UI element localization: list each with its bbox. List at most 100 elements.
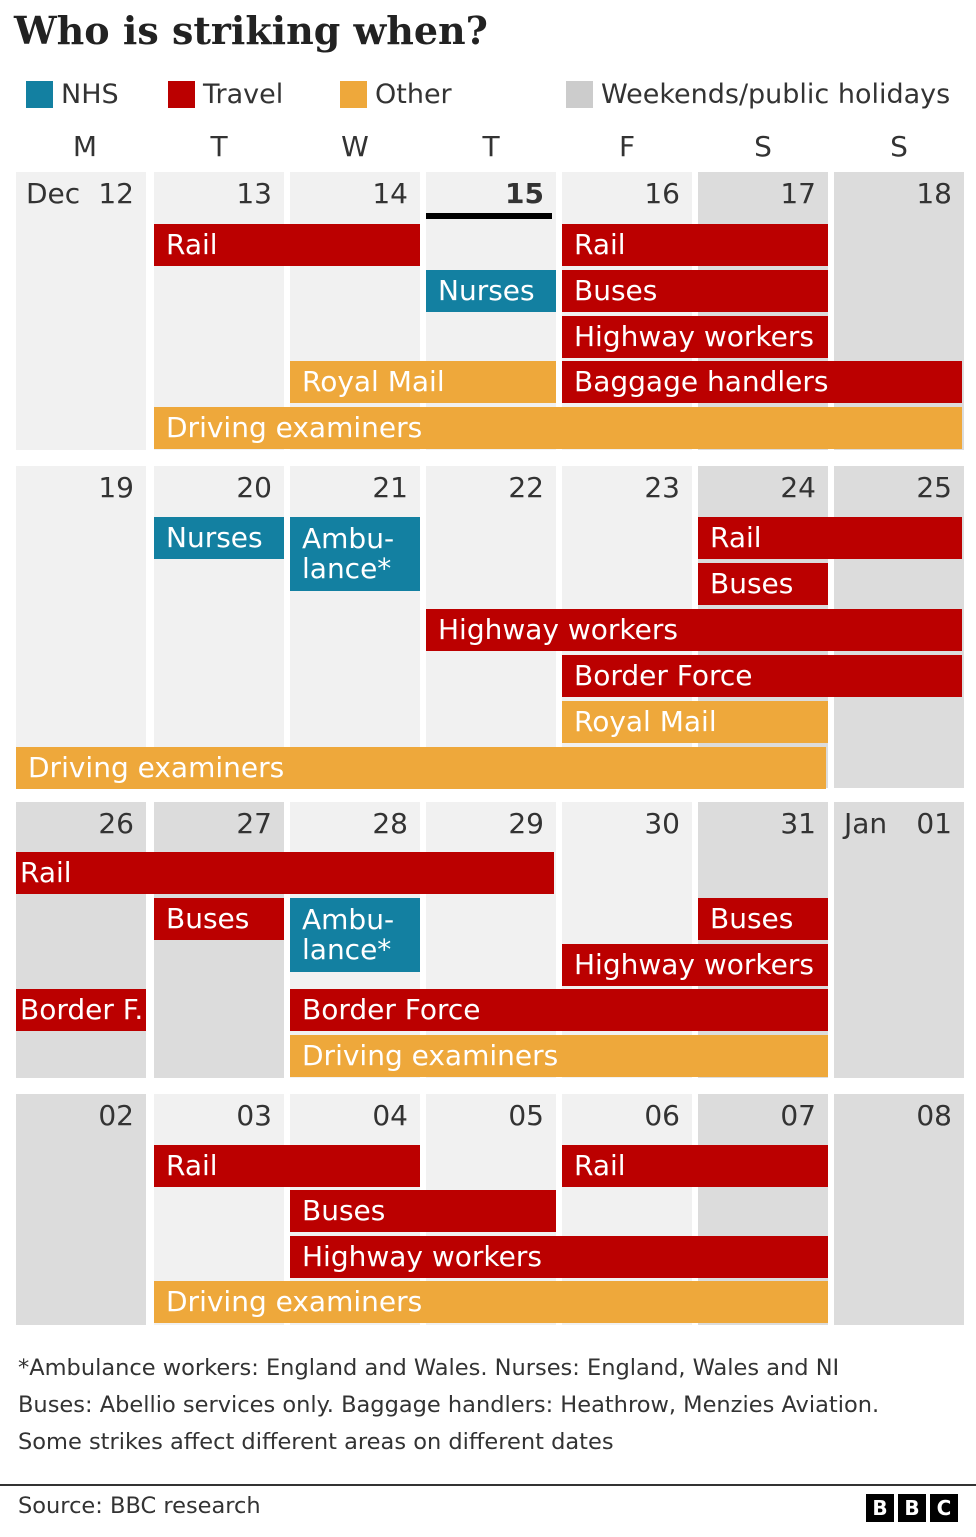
strike-bar-other: Driving examiners [154, 407, 962, 450]
weekday-label: S [754, 130, 772, 163]
date-label: 13 [236, 177, 272, 210]
strike-bar-nhs: Ambu- lance* [290, 897, 420, 972]
date-label: 02 [98, 1099, 134, 1132]
strike-bar-travel: Border F. [16, 989, 146, 1032]
bbc-logo-letter: B [866, 1494, 894, 1522]
bbc-logo-letter: C [930, 1494, 958, 1522]
date-label: 03 [236, 1099, 272, 1132]
legend-item: Other [340, 76, 452, 112]
strike-bar-travel: Highway workers [562, 943, 828, 986]
footnote-line: Some strikes affect different areas on d… [18, 1429, 614, 1455]
date-label: 14 [372, 177, 408, 210]
date-label: 30 [644, 807, 680, 840]
date-label: 21 [372, 471, 408, 504]
date-label: 16 [644, 177, 680, 210]
strike-bar-travel: Border Force [562, 655, 962, 697]
day-cell [154, 172, 284, 450]
legend-label: Other [375, 78, 452, 110]
chart-title: Who is striking when? [14, 8, 488, 53]
strike-bar-travel: Buses [562, 269, 828, 312]
footnote-line: *Ambulance workers: England and Wales. N… [18, 1355, 840, 1381]
month-label: Jan [844, 807, 888, 840]
strike-bar-travel: Rail [562, 224, 828, 266]
strike-bar-other: Driving examiners [154, 1280, 828, 1323]
day-cell [290, 466, 420, 788]
strike-bar-travel: Highway workers [562, 315, 828, 358]
strike-bar-travel: Rail [154, 1145, 420, 1187]
date-label: 31 [780, 807, 816, 840]
date-label: 26 [98, 807, 134, 840]
date-label: 22 [508, 471, 544, 504]
date-label: 18 [916, 177, 952, 210]
strike-bar-travel: Rail [154, 224, 420, 266]
legend-label: Travel [203, 78, 284, 110]
date-label: 23 [644, 471, 680, 504]
day-cell [698, 802, 828, 1078]
strike-bar-other: Royal Mail [290, 361, 556, 404]
strike-bar-other: Royal Mail [562, 701, 828, 743]
date-label: 01 [916, 807, 952, 840]
bbc-logo: B B C [866, 1494, 958, 1522]
strike-bar-travel: Rail [16, 852, 554, 894]
strike-bar-travel: Buses [698, 897, 828, 940]
day-cell [16, 172, 146, 450]
weekday-label: T [210, 130, 228, 163]
source-credit: Source: BBC research [18, 1493, 261, 1519]
date-label: 07 [780, 1099, 816, 1132]
date-label: 06 [644, 1099, 680, 1132]
strike-bar-nhs: Nurses [154, 517, 284, 559]
legend-label: NHS [61, 78, 119, 110]
day-cell [16, 466, 146, 788]
day-cell [16, 1094, 146, 1325]
divider [0, 1484, 976, 1486]
strike-bar-travel: Buses [290, 1190, 556, 1233]
strike-bar-travel: Rail [562, 1145, 828, 1187]
strike-bar-travel: Buses [154, 897, 284, 940]
legend-item: Weekends/public holidays [566, 76, 950, 112]
bbc-logo-letter: B [898, 1494, 926, 1522]
footnote-line: Buses: Abellio services only. Baggage ha… [18, 1392, 880, 1418]
day-cell [154, 466, 284, 788]
day-cell [834, 1094, 964, 1325]
day-cell [834, 802, 964, 1078]
date-label: 05 [508, 1099, 544, 1132]
strike-bar-travel: Border Force [290, 989, 828, 1032]
today-marker [426, 213, 552, 219]
legend-swatch [340, 80, 367, 108]
date-label: 08 [916, 1099, 952, 1132]
date-label: 19 [98, 471, 134, 504]
weekday-label: T [482, 130, 500, 163]
date-label: 12 [98, 177, 134, 210]
day-cell [562, 802, 692, 1078]
day-cell [16, 802, 146, 1078]
legend-swatch [566, 80, 593, 108]
month-label: Dec [26, 177, 81, 210]
weekday-label: M [72, 130, 98, 163]
day-cell [290, 172, 420, 450]
strike-bar-travel: Highway workers [426, 609, 962, 651]
date-label: 04 [372, 1099, 408, 1132]
strike-bar-travel: Rail [698, 517, 962, 559]
day-cell [154, 802, 284, 1078]
date-label: 24 [780, 471, 816, 504]
day-cell [426, 802, 556, 1078]
date-label: 29 [508, 807, 544, 840]
weekday-label: S [890, 130, 908, 163]
weekday-label: F [618, 130, 636, 163]
date-label: 17 [780, 177, 816, 210]
date-label: 27 [236, 807, 272, 840]
strike-calendar: 12 13 14 15 16 17 18 Dec Rail Rail Nurses Buses High… [16, 172, 964, 1325]
legend-item: NHS [26, 76, 119, 112]
strike-bar-other: Driving examiners [16, 747, 826, 789]
strike-bar-nhs: Nurses [426, 269, 556, 312]
legend-label: Weekends/public holidays [601, 78, 951, 110]
day-cell [834, 172, 964, 450]
date-label: 25 [916, 471, 952, 504]
strike-bar-other: Driving examiners [290, 1035, 828, 1078]
strike-bar-travel: Buses [698, 563, 828, 605]
strike-bar-nhs: Ambu- lance* [290, 517, 420, 591]
date-label: 20 [236, 471, 272, 504]
date-label-today: 15 [505, 177, 544, 210]
strike-bar-travel: Highway workers [290, 1235, 828, 1278]
legend-item: Travel [168, 76, 283, 112]
